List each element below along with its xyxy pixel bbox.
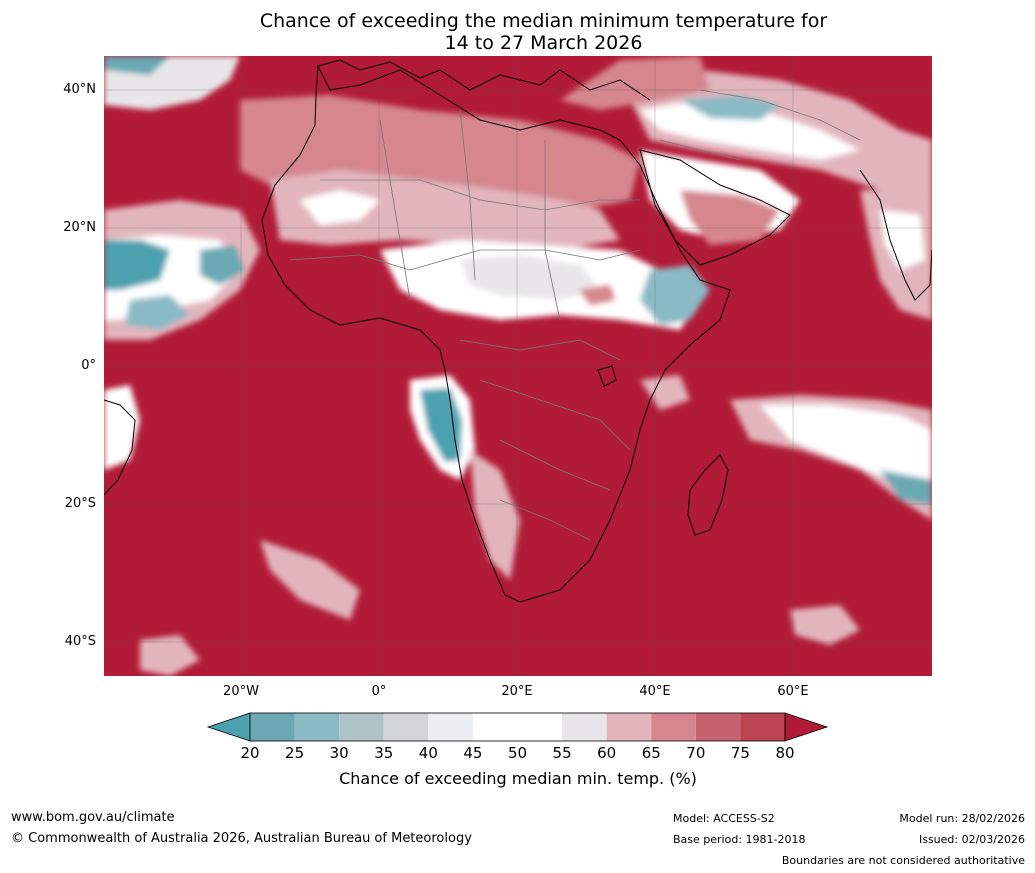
northern-probability-field (104, 56, 932, 340)
colorbar-tick-label: 65 (641, 744, 661, 762)
footer-model-run: Model run: 28/02/2026 (899, 812, 1025, 825)
colorbar-bin (651, 713, 696, 741)
colorbar-bin (517, 713, 563, 741)
lon-tick-60e: 60°E (777, 684, 809, 699)
europe-coastline (317, 59, 651, 101)
colorbar-under-arrow (206, 712, 251, 742)
colorbar-tick-label: 45 (463, 744, 483, 762)
colorbar-bin (383, 713, 429, 741)
lon-tick-40e: 40°E (639, 684, 671, 699)
coastlines (104, 59, 932, 603)
lon-tick-20w: 20°W (223, 684, 259, 699)
colorbar-bin (740, 713, 785, 741)
colorbar-frame (249, 712, 786, 742)
colorbar-bin (294, 713, 340, 741)
lat-tick-20s: 20°S (64, 496, 96, 511)
footer-website: www.bom.gov.au/climate (11, 810, 175, 825)
colorbar-bin (695, 713, 741, 741)
colorbar-bin (250, 713, 295, 741)
lat-tick-40s: 40°S (64, 634, 96, 649)
madagascar-coastline (687, 454, 729, 536)
colorbar-bin (606, 713, 652, 741)
map-panel (104, 56, 932, 676)
colorbar-tick-label: 80 (775, 744, 795, 762)
lat-tick-20n: 20°N (63, 220, 96, 235)
arabia-coastline (639, 149, 791, 266)
footer-model: Model: ACCESS-S2 (673, 812, 775, 825)
map-title: Chance of exceeding the median minimum t… (0, 10, 1035, 54)
colorbar-tick-label: 40 (418, 744, 438, 762)
colorbar-bin (472, 713, 518, 741)
colorbar-title: Chance of exceeding median min. temp. (%… (339, 769, 697, 788)
colorbar-tick-label: 55 (552, 744, 572, 762)
colorbar-tick-label: 75 (730, 744, 750, 762)
lat-tick-0: 0° (81, 358, 96, 373)
colorbar-tick-label: 30 (329, 744, 349, 762)
africa-coastline (261, 64, 731, 603)
footer-copyright: © Commonwealth of Australia 2026, Austra… (11, 831, 472, 846)
colorbar-bin (562, 713, 607, 741)
footer-issued: Issued: 02/03/2026 (918, 833, 1025, 846)
colorbar (206, 712, 829, 742)
colorbar-bin (339, 713, 384, 741)
colorbar-tick-label: 20 (240, 744, 260, 762)
colorbar-tick-label: 50 (507, 744, 528, 762)
lon-tick-20e: 20°E (501, 684, 533, 699)
graticule (104, 56, 932, 676)
colorbar-bin (428, 713, 473, 741)
country-boundaries (289, 89, 861, 541)
lake-victoria (597, 365, 617, 387)
southern-probability-field (104, 285, 932, 676)
footer-base-period: Base period: 1981-2018 (673, 833, 806, 846)
map-title-line2: 14 to 27 March 2026 (444, 32, 643, 54)
lat-tick-40n: 40°N (63, 82, 96, 97)
india-coastline (859, 169, 932, 301)
colorbar-tick-label: 25 (285, 744, 305, 762)
lon-tick-0: 0° (371, 684, 387, 699)
colorbar-tick-label: 60 (597, 744, 617, 762)
map-title-line1: Chance of exceeding the median minimum t… (259, 10, 828, 32)
footer-disclaimer: Boundaries are not considered authoritat… (781, 854, 1025, 867)
colorbar-tick-label: 70 (686, 744, 706, 762)
colorbar-tick-label: 35 (374, 744, 394, 762)
colorbar-over-arrow (784, 712, 829, 742)
south-america-coastline (104, 399, 136, 496)
